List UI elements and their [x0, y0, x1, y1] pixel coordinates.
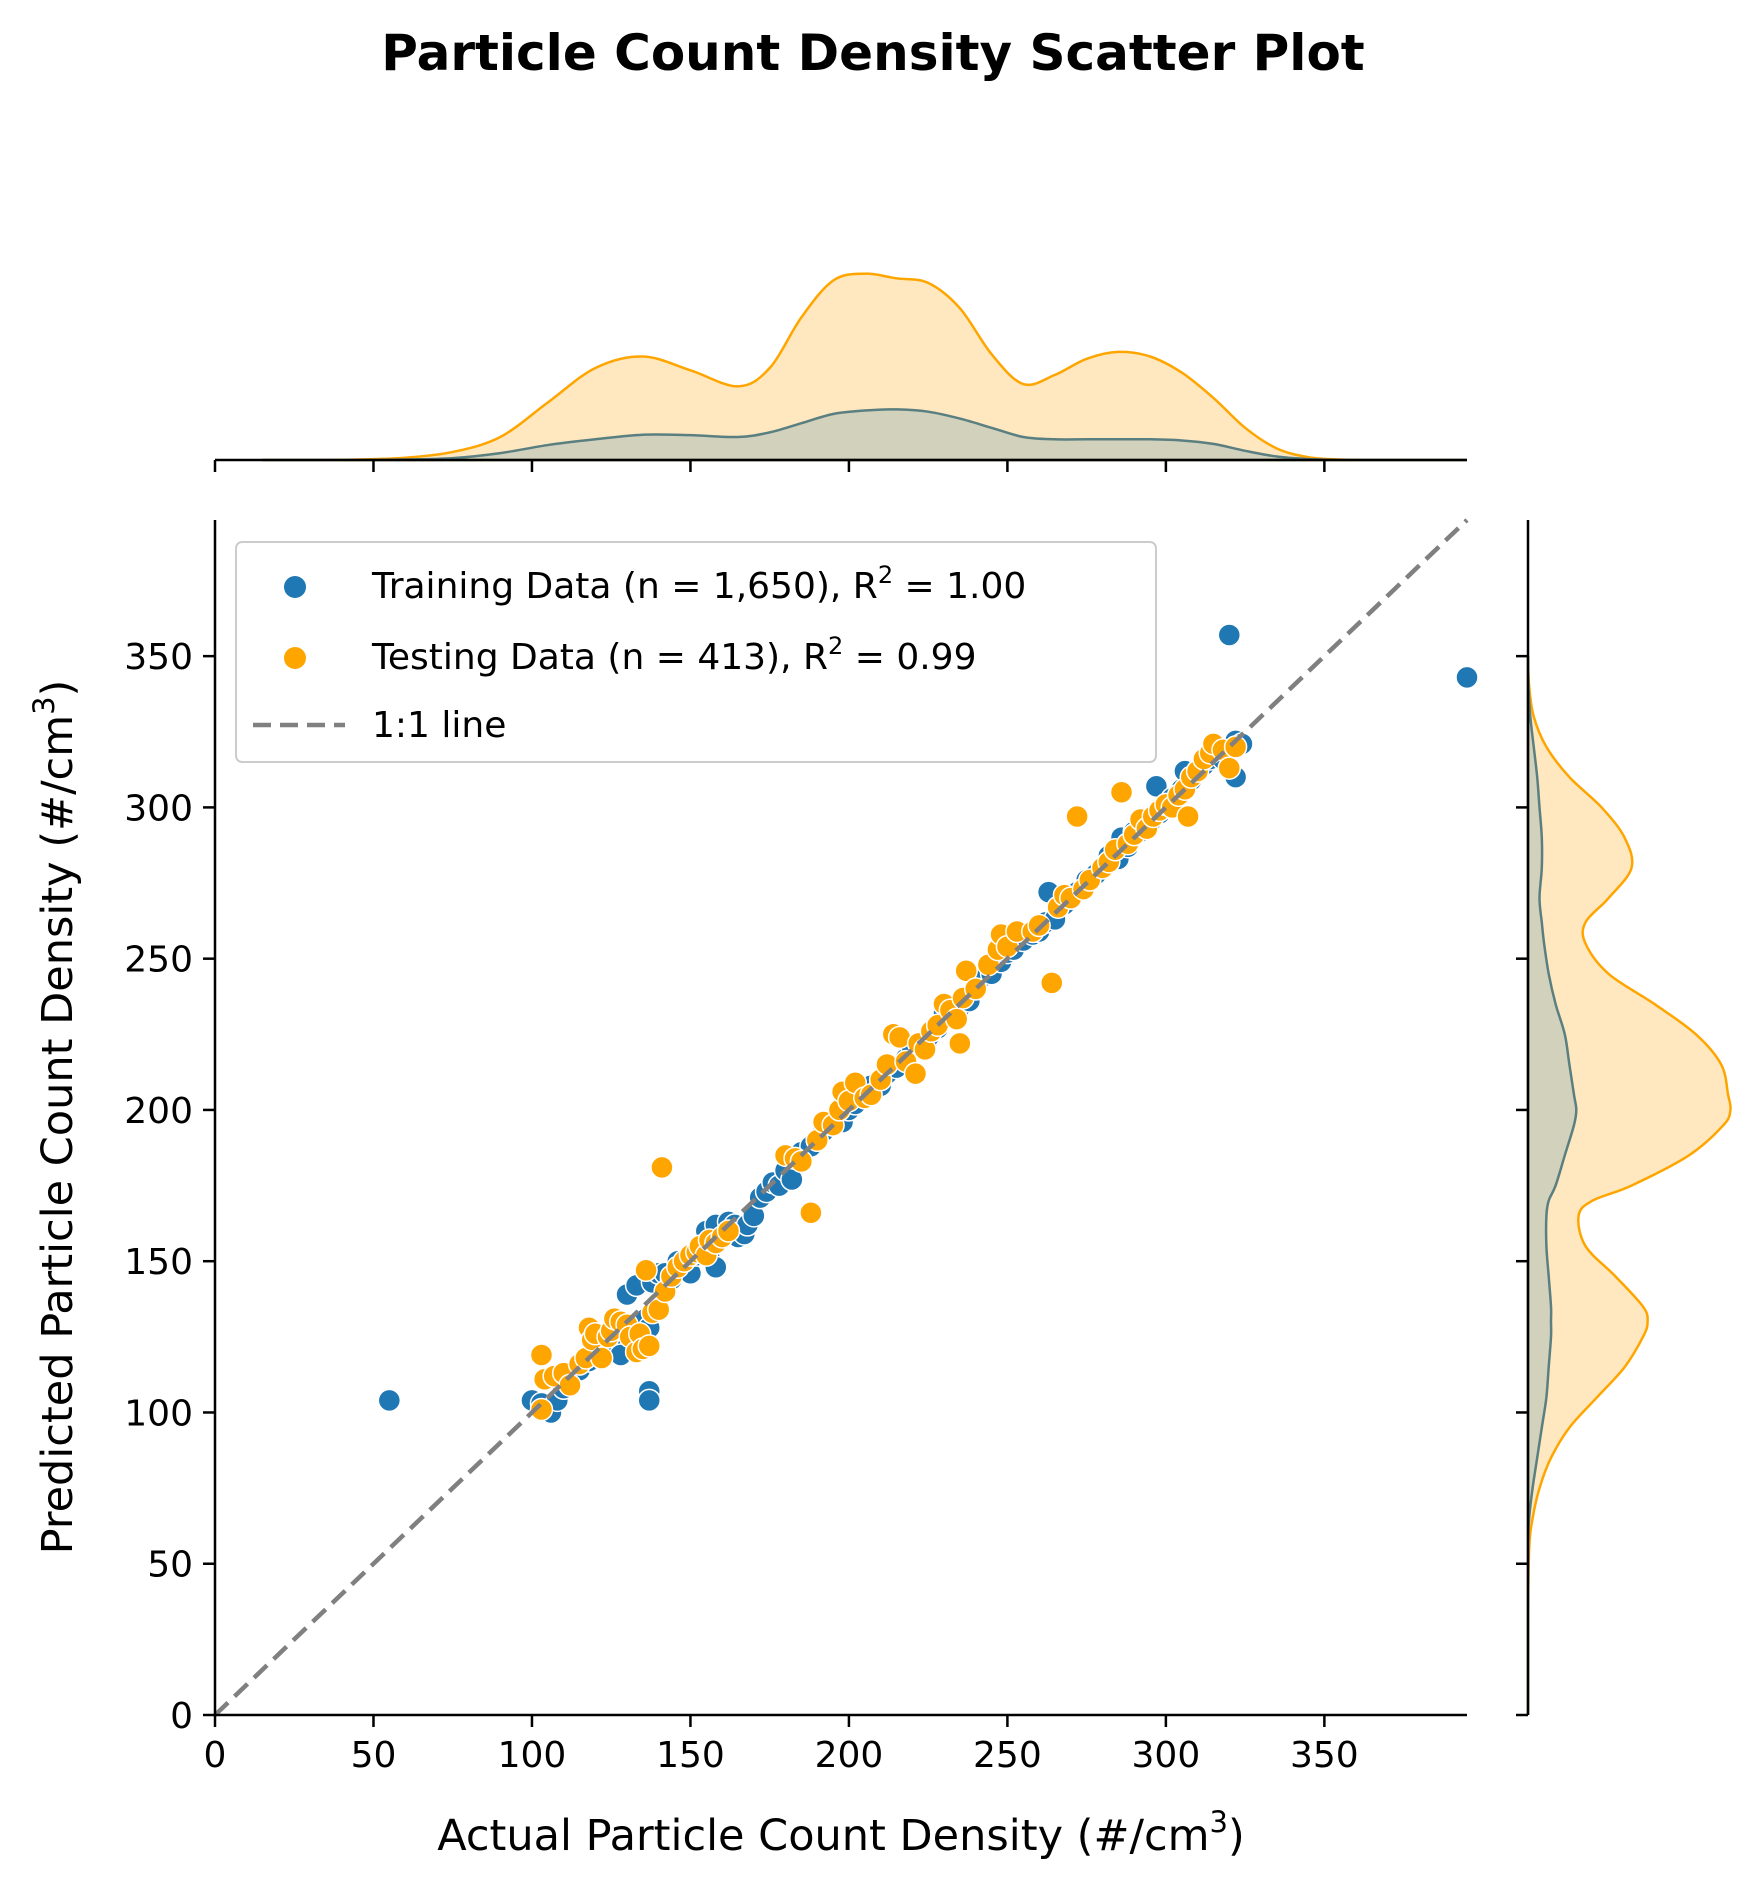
training-point [1455, 665, 1479, 690]
legend-label-training: Training Data (n = 1,650), R2 = 1.00 [371, 561, 1026, 607]
legend-testing-sup: 2 [828, 632, 843, 660]
x-axis-label-superscript: 3 [1210, 1805, 1228, 1839]
top-training-density [262, 408, 1467, 462]
y-tick-label: 350 [124, 637, 193, 678]
y-tick-label: 200 [124, 1091, 193, 1132]
x-tick-label: 200 [815, 1735, 884, 1776]
x-axis-label-end: ) [1228, 1811, 1245, 1861]
x-tick-label: 250 [973, 1735, 1042, 1776]
testing-point [903, 1061, 928, 1086]
y-tick-label: 250 [124, 940, 193, 981]
legend-training-sup: 2 [878, 561, 893, 589]
legend-marker-training [284, 576, 306, 598]
testing-point [634, 1258, 658, 1283]
legend-box [235, 541, 1157, 763]
top-marginal-ticks [213, 460, 1326, 472]
right-marginal-ticks [1516, 654, 1528, 1717]
testing-point [1176, 804, 1200, 829]
testing-point [799, 1201, 823, 1225]
right-marginal-density [1516, 520, 1732, 1717]
legend-training-text: Training Data (n = 1,650), R [371, 566, 878, 607]
x-tick-label: 350 [1290, 1735, 1359, 1776]
testing-point [529, 1397, 554, 1422]
testing-point [789, 1149, 814, 1174]
legend-marker-testing [284, 647, 306, 669]
y-axis-label-superscript: 3 [27, 696, 61, 714]
testing-point [529, 1343, 554, 1367]
training-point [377, 1388, 402, 1413]
y-tick-label: 300 [124, 788, 193, 829]
y-tick-label: 50 [147, 1545, 193, 1586]
x-axis-ticks: 0 50 100 150 200 250 300 350 [204, 1715, 1359, 1776]
training-point [1217, 623, 1242, 647]
testing-point [716, 1219, 741, 1243]
testing-point [954, 959, 978, 983]
legend-training-end: = 1.00 [893, 566, 1026, 607]
y-axis-label-end: ) [33, 680, 83, 697]
legend-testing-text: Testing Data (n = 413), R [371, 637, 828, 678]
x-tick-label: 0 [204, 1735, 227, 1776]
main-plot-area: 0 50 100 150 200 250 300 350 0 50 100 150 200 250 300… [124, 518, 1479, 1776]
testing-point [650, 1155, 674, 1180]
y-tick-label: 150 [124, 1242, 193, 1283]
x-axis-label-text: Actual Particle Count Density (#/cm [437, 1811, 1209, 1861]
testing-point [1109, 780, 1134, 805]
x-tick-label: 150 [656, 1735, 725, 1776]
right-training-density [1526, 656, 1578, 1715]
top-marginal-density [213, 272, 1467, 472]
legend: Training Data (n = 1,650), R2 = 1.00 Tes… [235, 541, 1157, 763]
training-point [1144, 774, 1169, 798]
y-axis-ticks: 0 50 100 150 200 250 300 350 [124, 637, 215, 1737]
testing-point [1065, 804, 1089, 829]
testing-point [1217, 756, 1242, 780]
y-tick-label: 0 [170, 1696, 193, 1737]
testing-point [1040, 971, 1064, 995]
training-point [637, 1388, 661, 1413]
legend-label-one-to-one: 1:1 line [372, 705, 506, 746]
testing-point [1223, 735, 1248, 759]
top-testing-density [262, 272, 1467, 462]
legend-testing-end: = 0.99 [843, 637, 976, 678]
x-tick-label: 300 [1132, 1735, 1201, 1776]
y-axis-label-text: Predicted Particle Count Density (#/cm [33, 715, 83, 1554]
x-axis-label: Actual Particle Count Density (#/cm3) [437, 1805, 1245, 1861]
right-testing-density [1526, 656, 1732, 1716]
x-tick-label: 50 [351, 1735, 397, 1776]
y-axis-label: Predicted Particle Count Density (#/cm3) [27, 680, 83, 1555]
y-tick-label: 100 [124, 1393, 193, 1434]
testing-point [948, 1031, 972, 1056]
legend-label-testing: Testing Data (n = 413), R2 = 0.99 [371, 632, 976, 678]
chart-title: Particle Count Density Scatter Plot [381, 24, 1364, 82]
one-to-one-line [213, 518, 1469, 1717]
x-tick-label: 100 [498, 1735, 567, 1776]
testing-point [637, 1334, 661, 1358]
